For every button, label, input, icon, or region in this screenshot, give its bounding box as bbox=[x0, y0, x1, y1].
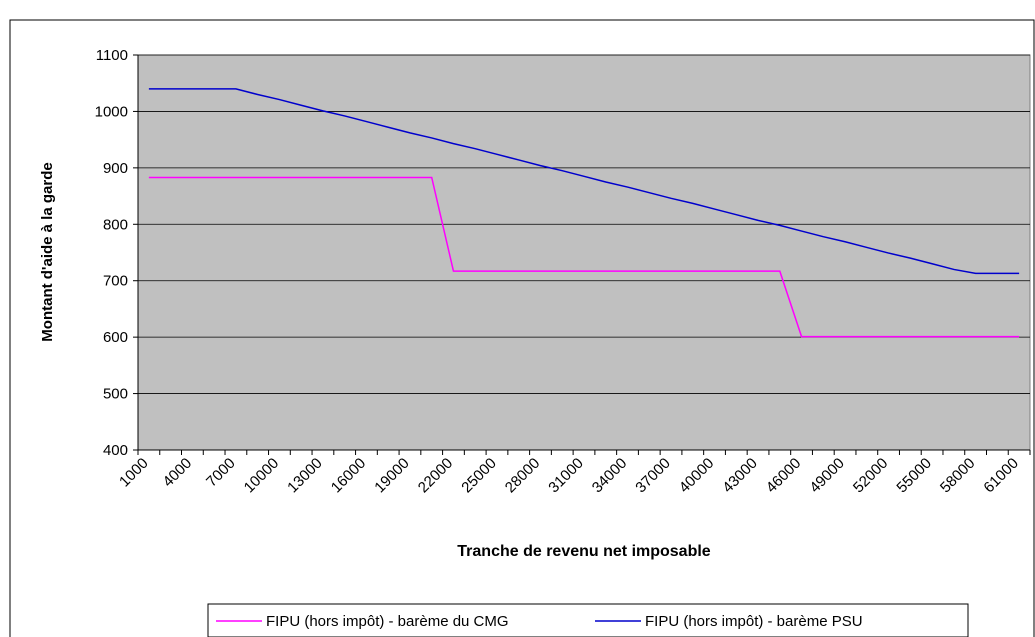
y-tick-label: 600 bbox=[103, 329, 128, 346]
y-tick-label: 500 bbox=[103, 386, 128, 403]
legend-label: FIPU (hors impôt) - barème du CMG bbox=[266, 613, 509, 630]
y-tick-label: 900 bbox=[103, 160, 128, 177]
line-series bbox=[148, 176, 1020, 338]
x-axis-label: Tranche de revenu net imposable bbox=[457, 543, 711, 560]
y-tick-label: 700 bbox=[103, 273, 128, 290]
legend bbox=[207, 603, 969, 637]
y-tick-label: 1100 bbox=[96, 47, 128, 64]
legend-label: FIPU (hors impôt) - barème PSU bbox=[645, 613, 863, 630]
y-tick-label: 400 bbox=[103, 442, 128, 459]
y-axis-label: Montant d'aide à la garde bbox=[39, 162, 56, 341]
line-series bbox=[148, 88, 1020, 275]
y-tick-label: 800 bbox=[103, 216, 128, 233]
y-tick-label: 1000 bbox=[95, 103, 128, 120]
plot-area bbox=[137, 54, 1031, 451]
